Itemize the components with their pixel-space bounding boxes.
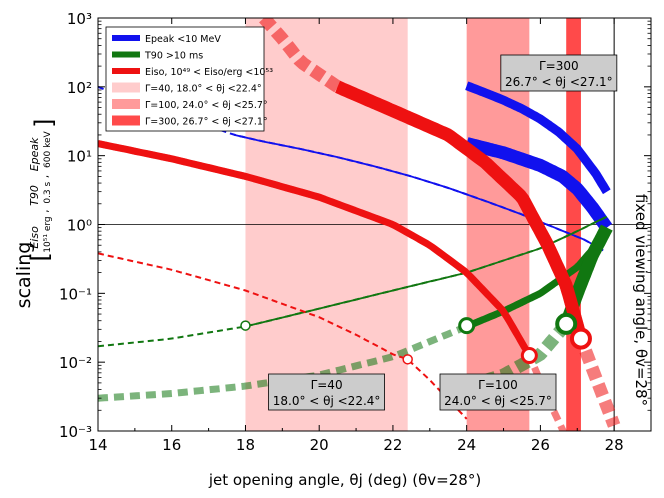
series-epeak-100-solid <box>465 81 611 195</box>
series-eiso-40-dashed <box>98 252 468 420</box>
x-tick-label-16: 16 <box>162 436 181 454</box>
band-label-range-1: 24.0° < θj <25.7° <box>444 394 552 408</box>
band-label-range-0: 18.0° < θj <22.4° <box>273 394 381 408</box>
series-eiso-100-solid <box>98 140 533 358</box>
band-label-title-2: Γ=300 <box>539 59 579 73</box>
legend-label-3: Γ=40, 18.0° < θj <22.4° <box>145 84 262 95</box>
x-tick-label-14: 14 <box>88 436 107 454</box>
legend-label-4: Γ=100, 24.0° < θj <25.7° <box>145 100 268 111</box>
band-label-box-0 <box>268 373 385 411</box>
x-tick-label-18: 18 <box>236 436 255 454</box>
y-formula-epeak-unit: 600 keV <box>43 130 53 167</box>
legend-label-0: Epeak <10 MeV <box>145 34 221 45</box>
legend: Epeak <10 MeV T90 >10 ms Eiso, 10⁴⁹ < Eiso… <box>105 26 273 132</box>
x-tick-label-22: 22 <box>383 436 402 454</box>
y-axis-label: scaling [ Eiso 10⁵¹ erg , T90 0.3 s , Ep… <box>13 118 58 308</box>
band-label-range-2: 26.7° < θj <27.1° <box>505 75 613 89</box>
x-tick-label-26: 26 <box>531 436 550 454</box>
y-tick-label-6: 10³ <box>67 10 92 28</box>
y-tick-label-2: 10⁻¹ <box>59 285 92 303</box>
marker-t90-0 <box>240 320 251 331</box>
marker-eiso-3 <box>402 354 413 365</box>
band-label-title-0: Γ=40 <box>311 378 343 392</box>
marker-t90-2 <box>555 312 578 335</box>
y-tick-label-1: 10⁻² <box>59 354 92 372</box>
y-tick-label-3: 10⁰ <box>67 217 92 235</box>
y-formula-epeak: Epeak <box>28 137 41 171</box>
marker-eiso-4 <box>520 346 538 364</box>
x-tick-label-20: 20 <box>310 436 329 454</box>
y-axis-formula: [ Eiso 10⁵¹ erg , T90 0.3 s , Epeak 600 … <box>26 118 58 261</box>
legend-swatch-4 <box>112 99 140 109</box>
y-axis-label-scaling: scaling <box>13 242 35 309</box>
legend-box <box>105 26 265 132</box>
band-label-box-2 <box>500 54 618 92</box>
fixed-viewing-label: fixed viewing angle, θv=28° <box>632 194 650 406</box>
legend-label-2: Eiso, 10⁴⁹ < Eiso/erg <10⁵³ <box>145 67 273 78</box>
y-tick-label-5: 10² <box>67 79 92 97</box>
y-formula-t90: T90 <box>28 185 41 206</box>
series-epeak-300-solid <box>464 137 612 232</box>
series-eiso-300-solid <box>335 80 588 341</box>
legend-label-5: Γ=300, 26.7° < θj <27.1° <box>145 117 268 128</box>
legend-label-1: T90 >10 ms <box>144 51 203 62</box>
y-formula-t90-unit: 0.3 s <box>43 181 53 203</box>
legend-swatch-5 <box>112 115 140 126</box>
band-label-title-1: Γ=100 <box>478 378 518 392</box>
marker-t90-1 <box>458 317 476 335</box>
marker-eiso-5 <box>569 327 592 350</box>
legend-swatch-3 <box>112 82 140 93</box>
x-tick-label-28: 28 <box>605 436 624 454</box>
x-axis-label: jet opening angle, θj (deg) (θv=28°) <box>208 471 481 489</box>
series-eiso-300-dashed <box>259 18 621 428</box>
x-tick-label-24: 24 <box>457 436 476 454</box>
y-tick-label-4: 10¹ <box>67 148 92 166</box>
y-tick-label-0: 10⁻³ <box>59 423 92 441</box>
y-formula-eiso: Eiso <box>28 226 41 249</box>
y-formula-eiso-unit: 10⁵¹ erg <box>43 216 53 252</box>
band-label-box-1 <box>439 373 557 411</box>
